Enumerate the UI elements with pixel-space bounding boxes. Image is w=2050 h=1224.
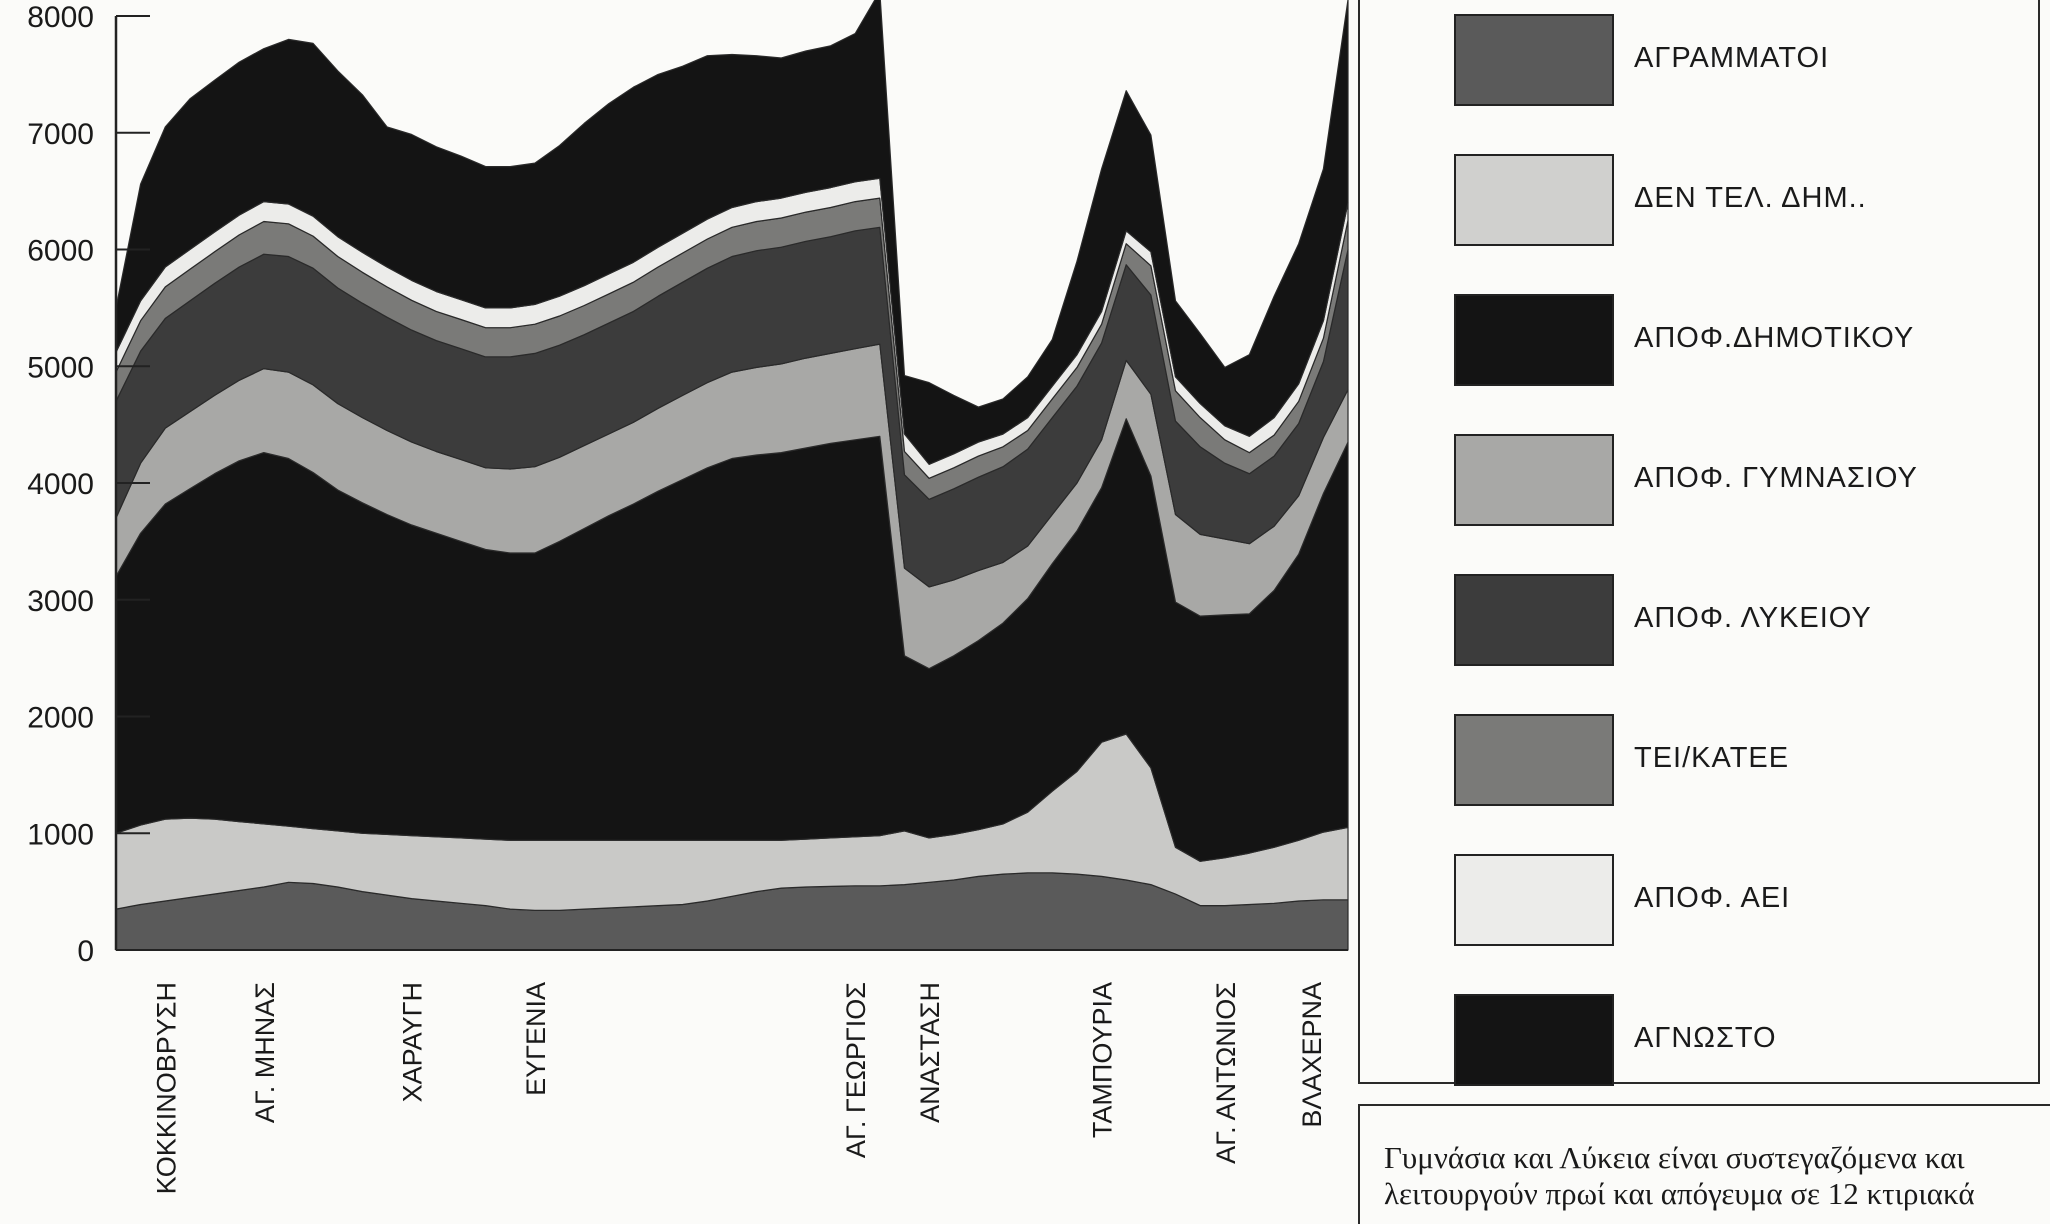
legend-swatch (1454, 434, 1614, 526)
legend-swatch (1454, 994, 1614, 1086)
legend-swatch (1454, 714, 1614, 806)
legend-swatch (1454, 854, 1614, 946)
y-axis-ticks: 0 1000 2000 3000 4000 5000 6000 7000 8000 (27, 1, 150, 968)
y-tick-label: 5000 (27, 351, 94, 384)
x-tick-label: ΕΥΓΕΝΙΑ (521, 982, 551, 1096)
x-tick-label: ΧΑΡΑΥΓΗ (398, 982, 428, 1102)
legend-item: ΑΓΡΑΜΜΑΤΟΙ (1454, 14, 2014, 106)
note-text: Γυμνάσια και Λύκεια είναι συστεγαζόμενα … (1384, 1140, 1975, 1211)
legend-label: ΑΠΟΦ. ΓΥΜΝΑΣΙΟΥ (1634, 462, 1918, 494)
legend: ΑΓΡΑΜΜΑΤΟΙ ΔΕΝ ΤΕΛ. ΔΗΜ.. ΑΠΟΦ.ΔΗΜΟΤΙΚΟΥ ΑΠ… (1358, 0, 2040, 1086)
y-tick-label: 4000 (27, 468, 94, 501)
legend-label: ΑΓΡΑΜΜΑΤΟΙ (1634, 42, 1830, 74)
legend-label: ΑΠΟΦ. ΑΕΙ (1634, 882, 1791, 914)
legend-item: ΔΕΝ ΤΕΛ. ΔΗΜ.. (1454, 154, 2014, 246)
legend-swatch (1454, 294, 1614, 386)
legend-label: ΔΕΝ ΤΕΛ. ΔΗΜ.. (1634, 182, 1867, 214)
y-tick-label: 8000 (27, 1, 94, 34)
x-axis-ticks: ΚΟΚΚΙΝΟΒΡΥΣΗ ΑΓ. ΜΗΝΑΣ ΧΑΡΑΥΓΗ ΕΥΓΕΝΙΑ ΑΓ. Γ… (151, 982, 1327, 1194)
x-tick-label: ΑΓ. ΜΗΝΑΣ (250, 982, 280, 1123)
legend-swatch (1454, 14, 1614, 106)
x-tick-label: ΑΓ. ΑΝΤΩΝΙΟΣ (1211, 982, 1241, 1164)
x-tick-label: ΒΛΑΧΕΡΝΑ (1297, 982, 1327, 1128)
x-tick-label: ΑΝΑΣΤΑΣΗ (915, 982, 945, 1123)
legend-item: ΑΓΝΩΣΤΟ (1454, 994, 2014, 1086)
legend-item: ΑΠΟΦ. ΑΕΙ (1454, 854, 2014, 946)
legend-item: ΤΕΙ/ΚΑΤΕΕ (1454, 714, 2014, 806)
legend-swatch (1454, 574, 1614, 666)
series-area-8 (115, 0, 1349, 465)
chart-plot: 0 1000 2000 3000 4000 5000 6000 7000 8000 ΚΟΚΚΙΝ… (27, 0, 1349, 1194)
series-areas (115, 0, 1349, 951)
legend-label: ΑΓΝΩΣΤΟ (1634, 1022, 1777, 1054)
legend-item: ΑΠΟΦ. ΓΥΜΝΑΣΙΟΥ (1454, 434, 2014, 526)
y-tick-label: 6000 (27, 235, 94, 268)
legend-item: ΑΠΟΦ.ΔΗΜΟΤΙΚΟΥ (1454, 294, 2014, 386)
y-tick-label: 0 (77, 935, 94, 968)
note-box: Γυμνάσια και Λύκεια είναι συστεγαζόμενα … (1358, 1104, 2050, 1224)
y-tick-label: 7000 (27, 118, 94, 151)
legend-swatch (1454, 154, 1614, 246)
legend-label: ΑΠΟΦ. ΛΥΚΕΙΟΥ (1634, 602, 1872, 634)
legend-item: ΑΠΟΦ. ΛΥΚΕΙΟΥ (1454, 574, 2014, 666)
legend-label: ΑΠΟΦ.ΔΗΜΟΤΙΚΟΥ (1634, 322, 1915, 354)
legend-label: ΤΕΙ/ΚΑΤΕΕ (1634, 742, 1790, 774)
y-tick-label: 1000 (27, 818, 94, 851)
x-tick-label: ΚΟΚΚΙΝΟΒΡΥΣΗ (151, 982, 181, 1194)
x-tick-label: ΑΓ. ΓΕΩΡΓΙΟΣ (841, 982, 871, 1158)
y-tick-label: 2000 (27, 702, 94, 735)
y-tick-label: 3000 (27, 585, 94, 618)
stacked-area-chart: 0 1000 2000 3000 4000 5000 6000 7000 8000 ΚΟΚΚΙΝ… (27, 0, 2050, 1224)
x-tick-label: ΤΑΜΠΟΥΡΙΑ (1088, 982, 1118, 1138)
